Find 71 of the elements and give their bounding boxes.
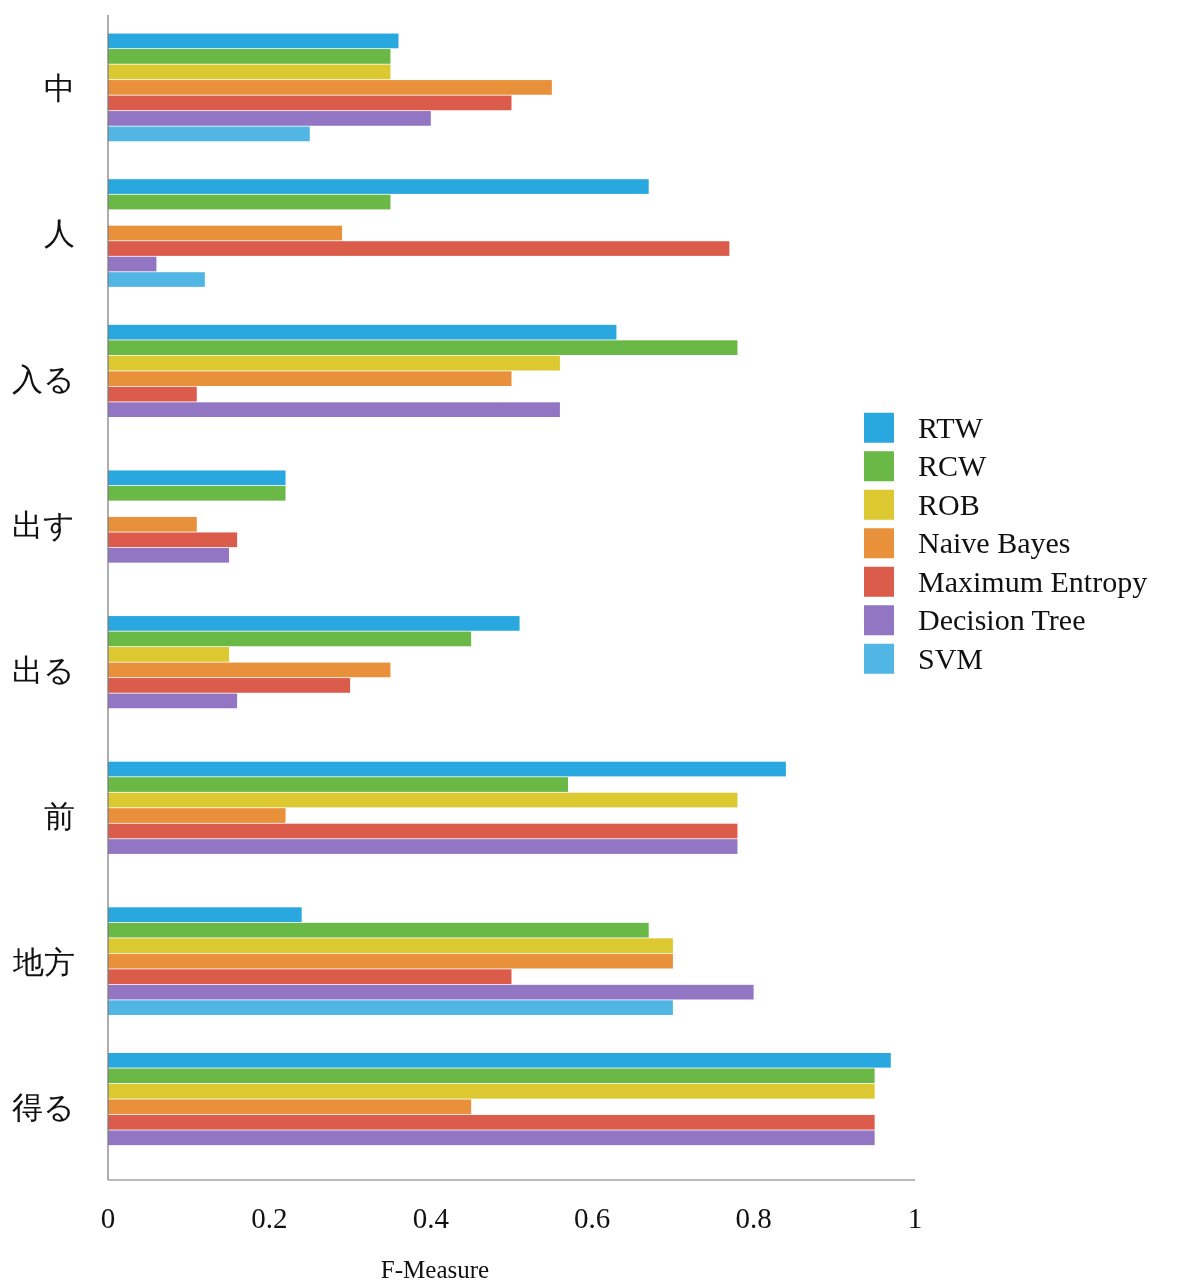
y-tick-label: 中 xyxy=(44,69,75,106)
legend-label: RCW xyxy=(918,449,988,483)
x-tick-label: 1 xyxy=(907,1202,923,1234)
bar xyxy=(108,969,512,985)
bar xyxy=(108,761,786,777)
y-tick-label: 前 xyxy=(44,797,75,834)
bar xyxy=(108,839,738,854)
bar xyxy=(108,324,617,340)
legend-label: Decision Tree xyxy=(918,603,1086,637)
bar xyxy=(108,1114,875,1130)
bar xyxy=(108,485,286,501)
bar xyxy=(108,1000,673,1016)
bar xyxy=(108,1068,875,1084)
legend-label: Maximum Entropy xyxy=(918,564,1148,598)
bar xyxy=(108,225,343,241)
bar xyxy=(108,662,391,678)
bar xyxy=(108,938,673,954)
bar xyxy=(108,693,238,709)
bar xyxy=(108,241,730,256)
y-tick-label: 入る xyxy=(12,361,75,398)
bar xyxy=(108,678,351,693)
bar xyxy=(108,49,391,64)
bar xyxy=(108,647,230,662)
bar xyxy=(108,386,197,402)
bar xyxy=(108,402,560,418)
bar xyxy=(108,33,399,49)
y-tick-label: 出る xyxy=(12,652,75,689)
legend-label: ROB xyxy=(918,487,980,521)
x-axis-title: F-Measure xyxy=(380,1256,490,1282)
bar xyxy=(108,532,238,548)
x-tick-label: 0.2 xyxy=(251,1202,288,1234)
x-tick-label: 0.8 xyxy=(735,1202,772,1234)
bar xyxy=(108,371,512,387)
bar xyxy=(108,953,673,969)
x-tick-label: 0 xyxy=(100,1202,116,1234)
bar xyxy=(108,922,649,938)
bar xyxy=(108,355,560,371)
bar xyxy=(108,340,738,356)
bar xyxy=(108,256,157,272)
legend-label: SVM xyxy=(918,641,984,675)
bar xyxy=(108,64,391,80)
bar xyxy=(108,179,649,194)
bar xyxy=(108,792,738,808)
bar xyxy=(108,808,286,823)
bar xyxy=(108,1083,875,1099)
bar xyxy=(108,1130,875,1146)
y-tick-label: 人 xyxy=(44,215,75,252)
legend-label: Naive Bayes xyxy=(918,526,1071,560)
bar xyxy=(108,80,552,95)
bar xyxy=(108,111,431,126)
bar xyxy=(108,194,391,210)
y-tick-label: 得る xyxy=(12,1089,75,1126)
bar xyxy=(108,631,472,647)
legend-label: RTW xyxy=(918,410,984,444)
bar xyxy=(108,470,286,486)
bar xyxy=(108,823,738,839)
bar xyxy=(108,984,754,1000)
y-tick-label: 出す xyxy=(12,506,75,543)
bar xyxy=(108,126,310,142)
x-tick-label: 0.6 xyxy=(574,1202,611,1234)
bar xyxy=(108,1099,472,1115)
bar xyxy=(108,95,512,111)
x-tick-label: 0.4 xyxy=(412,1202,450,1234)
bar xyxy=(108,616,520,631)
bar xyxy=(108,777,568,792)
y-tick-label: 地方 xyxy=(12,943,75,980)
bar xyxy=(108,547,230,563)
bar xyxy=(108,516,197,532)
bar xyxy=(108,907,302,923)
bar xyxy=(108,1052,891,1068)
bar xyxy=(108,272,205,287)
